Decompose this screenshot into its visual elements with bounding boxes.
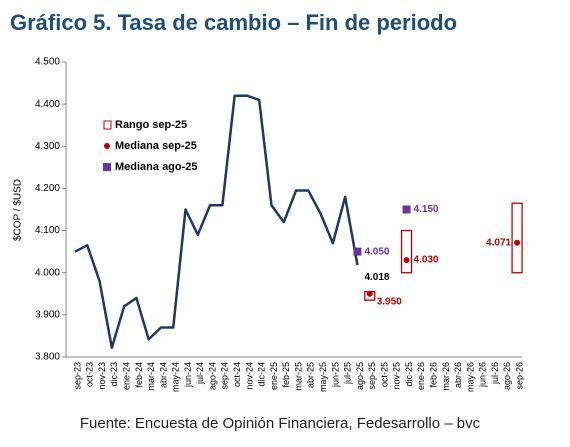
y-tick-label: 4.000 — [35, 267, 60, 278]
x-tick-label: jul-25 — [343, 362, 353, 385]
x-tick-label: jun-24 — [183, 362, 193, 388]
median-square — [402, 205, 411, 214]
x-tick-label: ago-24 — [207, 362, 217, 390]
y-tick-label: 3.900 — [35, 309, 60, 320]
source: Fuente: Encuesta de Opinión Financiera, … — [80, 415, 481, 432]
x-tick-label: may-26 — [465, 362, 475, 392]
x-tick-label: mar-24 — [146, 362, 156, 391]
x-tick-label: oct-23 — [85, 362, 95, 387]
x-tick-label: ene-24 — [121, 362, 131, 390]
chart-title: Gráfico 5. Tasa de cambio – Fin de perio… — [10, 10, 457, 35]
y-axis-label: $COP / $USD — [13, 179, 24, 241]
data-label: 4.030 — [414, 255, 439, 266]
y-tick-label: 4.200 — [35, 183, 60, 194]
median-dot — [514, 239, 521, 246]
y-tick-label: 4.500 — [35, 57, 60, 68]
x-tick-label: ene-25 — [269, 362, 279, 390]
x-tick-label: abr-25 — [306, 362, 316, 388]
x-tick-label: sep-26 — [514, 362, 524, 390]
x-tick-label: oct-25 — [379, 362, 389, 387]
data-label: 4.050 — [364, 246, 389, 257]
x-tick-label: ene-26 — [416, 362, 426, 390]
x-tick-label: ago-25 — [355, 362, 365, 390]
x-tick-label: oct-24 — [232, 362, 242, 387]
median-dot — [403, 257, 410, 264]
x-tick-label: jun-25 — [330, 362, 340, 388]
legend-marker — [104, 143, 110, 149]
y-tick-label: 4.300 — [35, 141, 60, 152]
x-tick-label: may-24 — [171, 362, 181, 392]
x-tick-label: mar-26 — [441, 362, 451, 391]
y-tick-label: 3.800 — [35, 352, 60, 363]
median-square — [353, 247, 362, 256]
y-tick-label: 4.400 — [35, 99, 60, 110]
data-label: 4.018 — [364, 272, 389, 283]
data-label: 4.150 — [414, 204, 439, 215]
x-tick-label: sep-23 — [72, 362, 82, 390]
legend-marker — [103, 120, 112, 130]
x-tick-label: may-25 — [318, 362, 328, 392]
legend-entry: Rango sep-25 — [115, 119, 187, 131]
x-tick-label: mar-25 — [293, 362, 303, 391]
data-label: 3.950 — [377, 296, 402, 307]
range-box — [511, 202, 523, 274]
x-tick-label: jul-24 — [195, 362, 205, 385]
x-tick-label: feb-26 — [428, 362, 438, 388]
range-box — [400, 229, 413, 274]
x-tick-label: jul-26 — [490, 362, 500, 385]
x-tick-label: sep-24 — [220, 362, 230, 390]
data-label: 4.071 — [486, 237, 511, 248]
x-tick-label: jun-26 — [478, 362, 488, 388]
x-tick-label: ago-26 — [502, 362, 512, 390]
x-tick-label: dic-24 — [257, 362, 267, 387]
x-tick-label: abr-26 — [453, 362, 463, 388]
x-tick-label: sep-25 — [367, 362, 377, 390]
median-dot — [366, 290, 373, 297]
x-tick-label: feb-25 — [281, 362, 291, 388]
x-tick-label: nov-23 — [97, 362, 107, 390]
x-tick-label: abr-24 — [158, 362, 168, 388]
legend-marker — [103, 163, 111, 171]
x-tick-label: dic-23 — [109, 362, 119, 387]
legend-entry: Mediana ago-25 — [115, 161, 198, 173]
y-tick-label: 4.100 — [35, 225, 60, 236]
x-tick-label: feb-24 — [134, 362, 144, 388]
x-tick-label: nov-25 — [392, 362, 402, 390]
x-tick-label: dic-25 — [404, 362, 414, 387]
legend-entry: Mediana sep-25 — [115, 140, 197, 152]
line — [74, 94, 359, 349]
x-tick-label: nov-24 — [244, 362, 254, 390]
